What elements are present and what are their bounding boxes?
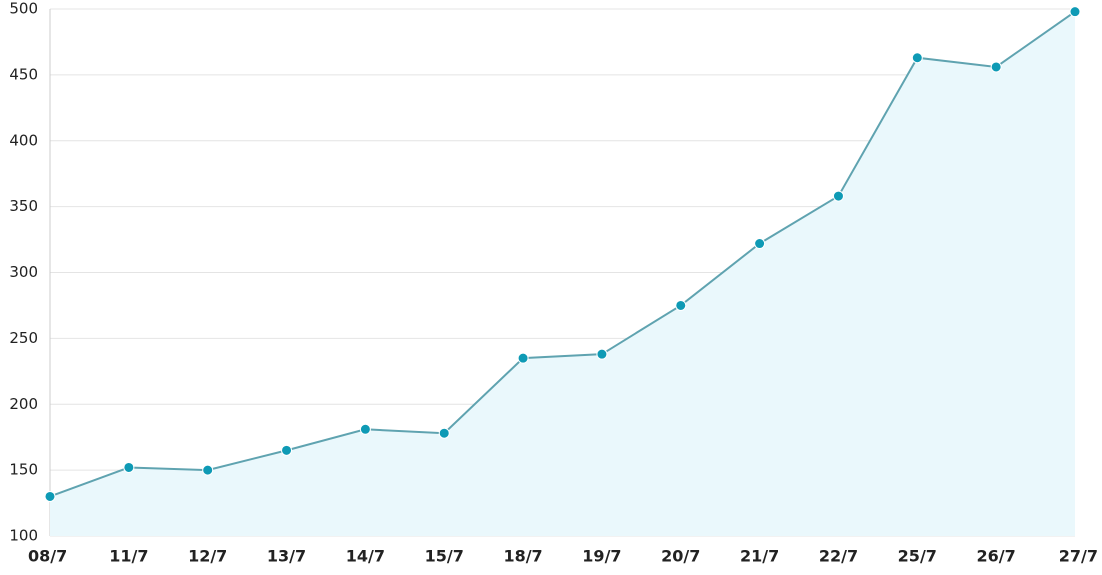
x-tick-label: 27/7 [1059, 547, 1098, 566]
x-tick-label: 22/7 [819, 547, 858, 566]
x-tick-label: 19/7 [582, 547, 621, 566]
point [359, 423, 371, 435]
x-tick-label: 26/7 [977, 547, 1016, 566]
x-tick-label: 18/7 [503, 547, 542, 566]
x-tick-label: 20/7 [661, 547, 700, 566]
point [911, 52, 923, 64]
point [44, 490, 56, 502]
y-tick-label: 500 [9, 0, 38, 18]
x-tick-label: 11/7 [109, 547, 148, 566]
x-tick-label: 15/7 [425, 547, 464, 566]
y-tick-label: 250 [9, 329, 38, 347]
area [50, 11, 1075, 536]
x-tick-label: 25/7 [898, 547, 937, 566]
x-tick-label: 13/7 [267, 547, 306, 566]
y-tick-label: 300 [9, 263, 38, 281]
y-tick-label: 100 [9, 527, 38, 545]
y-tick-label: 200 [9, 395, 38, 413]
x-tick-label: 14/7 [346, 547, 385, 566]
point [832, 190, 844, 202]
point [202, 464, 214, 476]
point [438, 427, 450, 439]
x-tick-label: 12/7 [188, 547, 227, 566]
point [1069, 6, 1081, 18]
point [675, 299, 687, 311]
point [754, 238, 766, 250]
point [517, 352, 529, 364]
point [123, 461, 135, 473]
y-tick-label: 450 [9, 65, 38, 83]
y-tick-label: 350 [9, 197, 38, 215]
point [990, 61, 1002, 73]
y-tick-label: 400 [9, 131, 38, 149]
point [281, 444, 293, 456]
x-tick-label: 08/7 [28, 547, 67, 566]
line [49, 10, 1076, 498]
y-tick-label: 150 [9, 461, 38, 479]
point [596, 348, 608, 360]
x-tick-label: 21/7 [740, 547, 779, 566]
